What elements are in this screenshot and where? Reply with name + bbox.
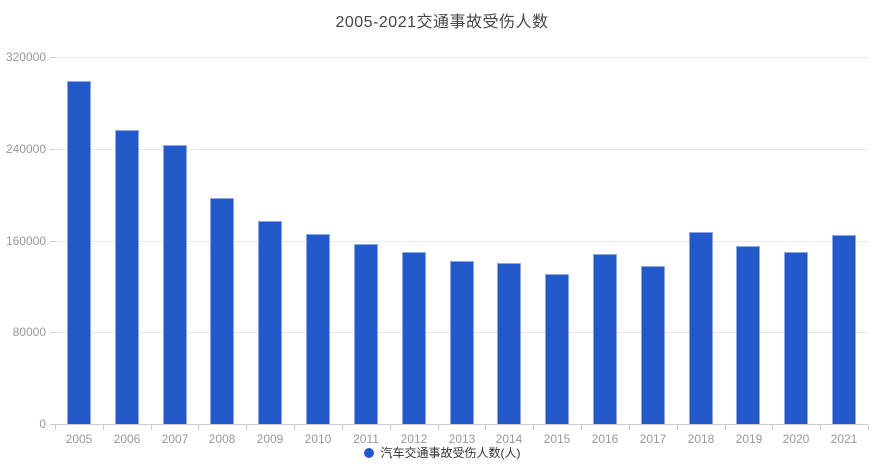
x-axis-tick [677, 425, 678, 430]
y-axis-tick [50, 241, 55, 242]
x-axis-tick [820, 425, 821, 430]
x-axis-tick [725, 425, 726, 430]
x-axis-label: 2014 [495, 432, 523, 446]
x-axis-tick [438, 425, 439, 430]
x-axis-tick [342, 425, 343, 430]
y-axis-label: 160000 [5, 234, 46, 248]
x-axis-tick [485, 425, 486, 430]
x-axis-tick [629, 425, 630, 430]
bar-2010[interactable] [306, 234, 330, 424]
x-axis-tick [868, 425, 869, 430]
bar-2015[interactable] [545, 274, 569, 424]
x-axis-label: 2012 [400, 432, 428, 446]
x-axis-label: 2010 [304, 432, 332, 446]
bar-2009[interactable] [258, 221, 282, 424]
x-axis-tick [55, 425, 56, 430]
x-axis-label: 2020 [782, 432, 810, 446]
y-axis-label: 240000 [5, 142, 46, 156]
x-axis-label: 2013 [448, 432, 476, 446]
y-axis-tick [50, 424, 55, 425]
bar-2017[interactable] [641, 266, 665, 424]
x-axis-tick [294, 425, 295, 430]
bar-2019[interactable] [736, 246, 760, 424]
x-axis-tick [246, 425, 247, 430]
x-axis-tick [533, 425, 534, 430]
x-axis-label: 2011 [353, 432, 379, 446]
x-axis-label: 2006 [113, 432, 141, 446]
bar-2011[interactable] [354, 244, 378, 424]
x-axis-label: 2019 [735, 432, 763, 446]
y-axis-tick [50, 332, 55, 333]
x-axis-label: 2021 [830, 432, 858, 446]
x-axis-label: 2008 [208, 432, 236, 446]
x-axis-line [55, 424, 868, 425]
x-axis-label: 2009 [256, 432, 284, 446]
bar-2018[interactable] [689, 232, 713, 424]
bar-2005[interactable] [67, 81, 91, 424]
legend-label: 汽车交通事故受伤人数(人) [380, 446, 521, 460]
x-axis-tick [390, 425, 391, 430]
x-axis-label: 2015 [543, 432, 571, 446]
x-axis-tick [772, 425, 773, 430]
x-axis-tick [151, 425, 152, 430]
x-axis-label: 2005 [65, 432, 93, 446]
legend-marker-icon [363, 448, 374, 458]
x-axis-tick [581, 425, 582, 430]
chart-title: 2005-2021交通事故受伤人数 [335, 14, 549, 31]
y-axis-label: 80000 [12, 325, 46, 339]
x-axis-label: 2007 [161, 432, 189, 446]
x-axis-tick [103, 425, 104, 430]
bar-2020[interactable] [784, 252, 808, 424]
bar-2016[interactable] [593, 254, 617, 424]
bar-2007[interactable] [163, 145, 187, 424]
gridline [55, 57, 868, 58]
y-axis-tick [50, 149, 55, 150]
y-axis-tick [50, 57, 55, 58]
bar-2013[interactable] [450, 261, 474, 424]
bar-2021[interactable] [832, 235, 856, 424]
x-axis-tick [198, 425, 199, 430]
bar-2014[interactable] [497, 263, 521, 424]
x-axis-label: 2017 [639, 432, 667, 446]
bar-2012[interactable] [402, 252, 426, 424]
x-axis-label: 2016 [591, 432, 619, 446]
legend-item[interactable]: 汽车交通事故受伤人数(人) [0, 446, 884, 460]
x-axis-label: 2018 [687, 432, 715, 446]
y-axis-label: 0 [39, 417, 46, 431]
y-axis-label: 320000 [5, 50, 46, 64]
bar-2006[interactable] [115, 130, 139, 424]
bar-2008[interactable] [210, 198, 234, 424]
